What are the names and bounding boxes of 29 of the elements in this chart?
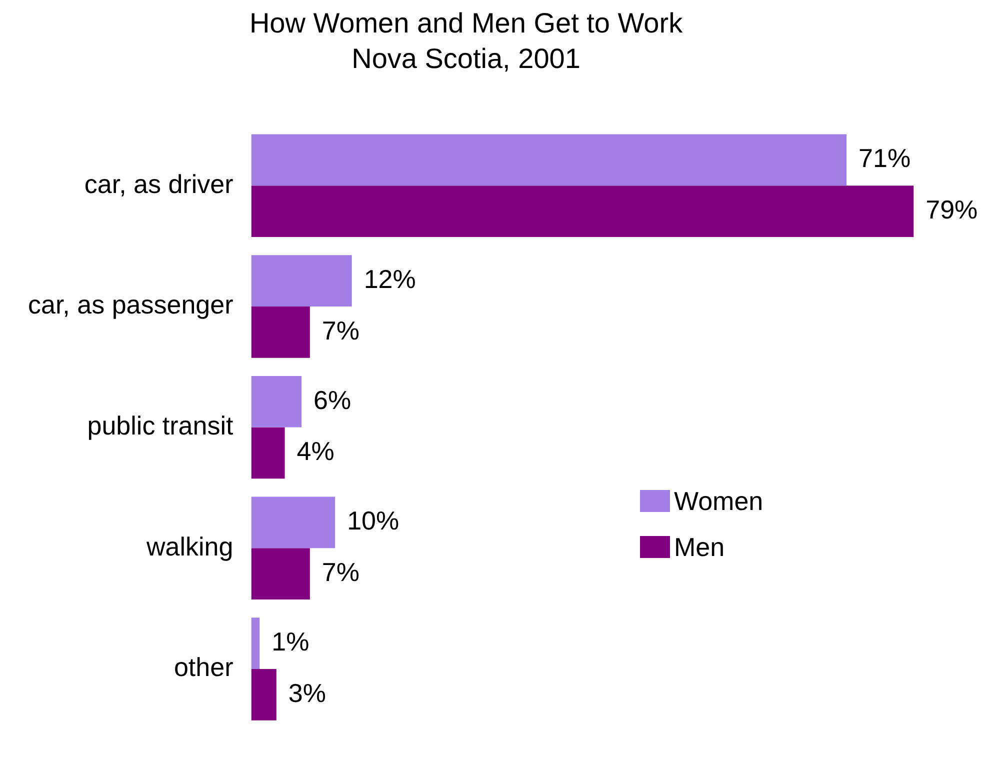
data-label: 79% <box>926 194 978 224</box>
y-tick-label: public transit <box>87 410 234 440</box>
bar <box>251 668 276 720</box>
bar <box>251 306 310 358</box>
legend-label: Women <box>674 486 764 516</box>
bar <box>251 618 260 669</box>
chart-title: How Women and Men Get to Work <box>249 8 684 39</box>
data-label: 4% <box>296 436 334 466</box>
chart-subtitle: Nova Scotia, 2001 <box>352 43 580 74</box>
bar <box>251 376 302 428</box>
y-tick-label: car, as driver <box>84 168 234 199</box>
bar <box>251 548 310 600</box>
bar <box>251 496 336 548</box>
bar <box>251 255 352 306</box>
data-label: 12% <box>364 264 416 294</box>
bar <box>251 134 847 186</box>
y-tick-label: car, as passenger <box>28 290 234 320</box>
y-tick-label: walking <box>146 531 234 562</box>
data-label: 1% <box>272 626 310 656</box>
y-tick-label: other <box>174 652 234 682</box>
data-label: 6% <box>314 384 352 415</box>
data-label: 7% <box>322 556 360 587</box>
data-label: 7% <box>322 315 360 346</box>
data-label: 10% <box>347 506 400 536</box>
bar <box>251 427 285 479</box>
data-label: 71% <box>858 143 911 174</box>
bar <box>251 186 914 237</box>
data-label: 3% <box>288 678 326 708</box>
legend-label: Men <box>674 532 725 562</box>
